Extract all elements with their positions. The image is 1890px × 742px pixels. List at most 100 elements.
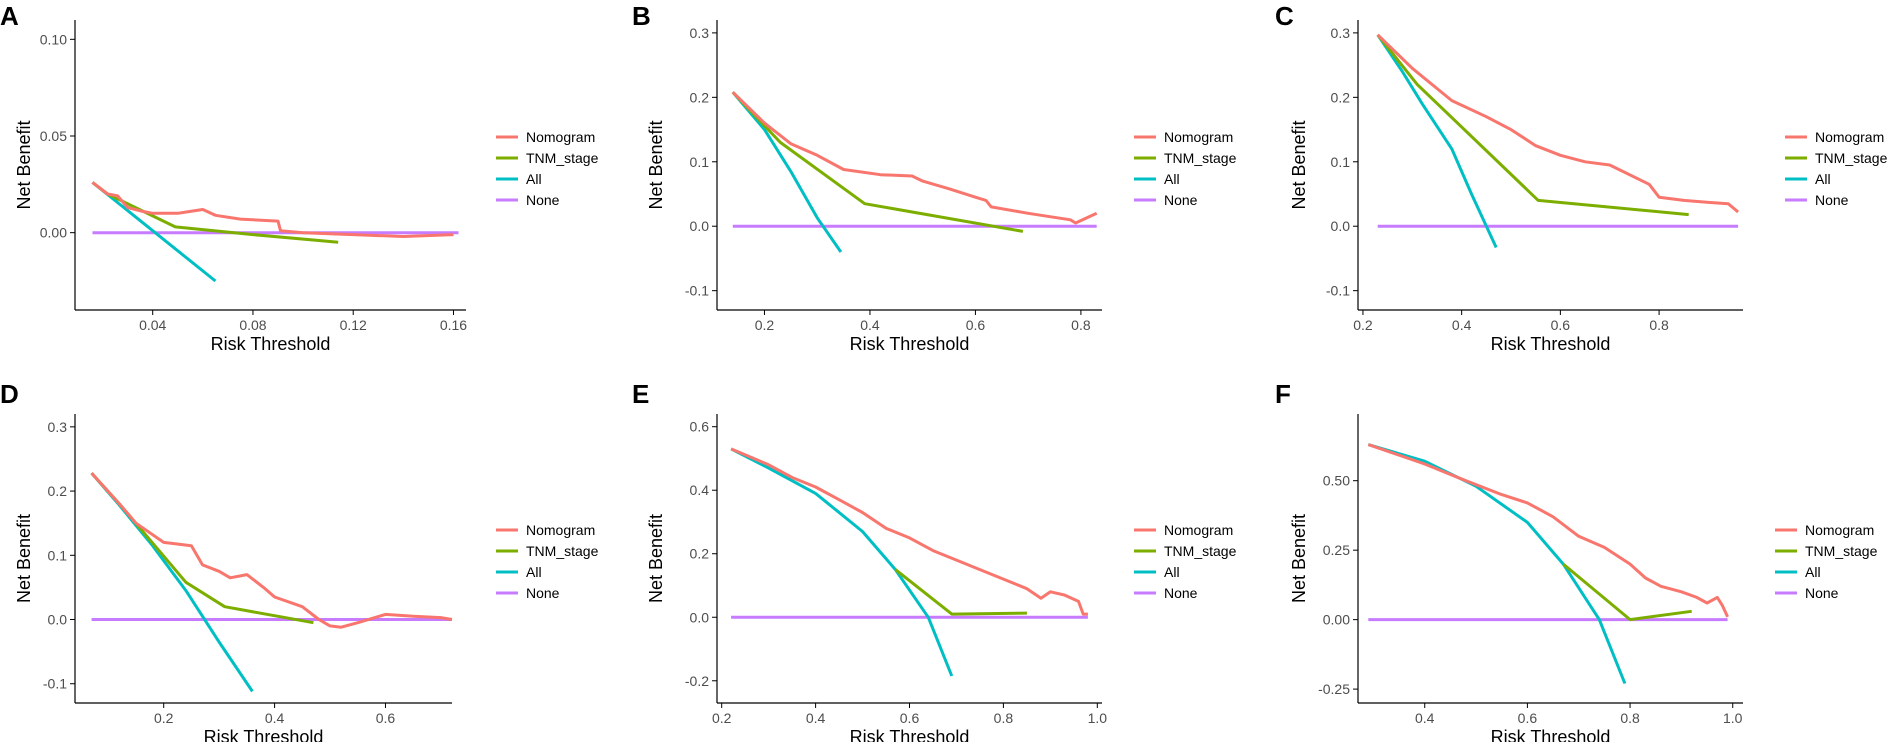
series-line-all xyxy=(91,181,217,283)
panel-c: C 0.2 0.4 0.6 0.8 -0.1 0.0 0.1 0.2 0.3 Risk Thresh… xyxy=(1275,1,1888,354)
y-tick-label: 0.0 xyxy=(1331,218,1351,234)
legend-label: Nomogram xyxy=(526,522,595,538)
y-tick-label: 0.3 xyxy=(1331,25,1351,41)
panel-b: B 0.2 0.4 0.6 0.8 -0.1 0.0 0.1 0.2 0.3 Risk Thresh… xyxy=(632,1,1237,354)
y-tick-label: 0.0 xyxy=(690,218,710,234)
x-axis-title: Risk Threshold xyxy=(204,727,324,742)
x-tick-label: 0.08 xyxy=(239,317,266,333)
legend-label: TNM_stage xyxy=(1815,150,1888,166)
x-tick-label: 0.4 xyxy=(860,317,880,333)
y-axis-title: Net Benefit xyxy=(14,120,34,209)
x-tick-label: 0.6 xyxy=(1551,317,1571,333)
legend-label: All xyxy=(1815,171,1831,187)
legend-label: Nomogram xyxy=(1815,129,1884,145)
y-tick-label: 0.0 xyxy=(48,612,68,628)
x-axis-title: Risk Threshold xyxy=(850,334,970,354)
x-tick-label: 0.8 xyxy=(994,710,1014,726)
x-tick-label: 0.8 xyxy=(1620,710,1640,726)
y-tick-label: -0.25 xyxy=(1318,681,1350,697)
x-tick-label: 0.4 xyxy=(806,710,826,726)
y-tick-label: 0.2 xyxy=(48,483,68,499)
x-tick-label: 0.04 xyxy=(139,317,166,333)
legend-label: Nomogram xyxy=(1805,522,1874,538)
x-tick-label: 0.16 xyxy=(440,317,467,333)
x-tick-label: 0.2 xyxy=(154,710,174,726)
panel-letter: A xyxy=(0,1,19,31)
series-line-all xyxy=(1376,33,1498,249)
legend-label: All xyxy=(1164,171,1180,187)
legend: Nomogram TNM_stage All None xyxy=(496,522,599,601)
x-axis-title: Risk Threshold xyxy=(1491,727,1611,742)
y-tick-label: 0.00 xyxy=(40,225,67,241)
panel-letter: C xyxy=(1275,1,1294,31)
y-tick-label: 0.2 xyxy=(690,546,710,562)
series-line-nomogram xyxy=(731,91,1098,225)
x-tick-label: 0.6 xyxy=(1518,710,1538,726)
x-tick-label: 0.4 xyxy=(1452,317,1472,333)
series-line-all xyxy=(90,472,254,693)
y-tick-label: 0.1 xyxy=(690,154,710,170)
y-tick-label: 0.6 xyxy=(690,419,710,435)
legend-label: TNM_stage xyxy=(526,543,599,559)
legend-label: All xyxy=(526,564,542,580)
legend-label: Nomogram xyxy=(1164,522,1233,538)
legend-label: None xyxy=(1164,192,1198,208)
legend-label: None xyxy=(526,585,560,601)
x-tick-label: 0.8 xyxy=(1071,317,1091,333)
y-tick-label: 0.50 xyxy=(1323,473,1350,489)
x-axis-title: Risk Threshold xyxy=(850,727,970,742)
x-tick-label: 0.12 xyxy=(340,317,367,333)
y-tick-label: 0.1 xyxy=(1331,154,1351,170)
y-axis-title: Net Benefit xyxy=(646,120,666,209)
legend: Nomogram TNM_stage All None xyxy=(1775,522,1878,601)
y-axis-title: Net Benefit xyxy=(14,514,34,603)
legend-label: TNM_stage xyxy=(1164,150,1237,166)
legend-label: None xyxy=(1164,585,1198,601)
legend-label: None xyxy=(1805,585,1839,601)
panel-d: D 0.2 0.4 0.6 -0.1 0.0 0.1 0.2 0.3 Risk Threshold… xyxy=(0,379,599,742)
y-tick-label: 0.2 xyxy=(690,89,710,105)
legend-label: TNM_stage xyxy=(1805,543,1878,559)
legend-label: All xyxy=(526,171,542,187)
x-tick-label: 0.2 xyxy=(755,317,775,333)
x-tick-label: 0.6 xyxy=(376,710,396,726)
series-line-tnm-stage xyxy=(731,91,1024,233)
y-tick-label: 0.10 xyxy=(40,31,67,47)
x-axis-title: Risk Threshold xyxy=(1491,334,1611,354)
y-tick-label: 0.3 xyxy=(690,25,710,41)
y-axis-title: Net Benefit xyxy=(1289,120,1309,209)
y-tick-label: 0.1 xyxy=(48,547,68,563)
legend-label: Nomogram xyxy=(1164,129,1233,145)
x-axis-title: Risk Threshold xyxy=(211,334,331,354)
x-tick-label: 1.0 xyxy=(1088,710,1108,726)
x-tick-label: 1.0 xyxy=(1723,710,1743,726)
y-tick-label: 0.00 xyxy=(1323,612,1350,628)
series-line-nomogram xyxy=(1367,443,1729,618)
y-tick-label: 0.0 xyxy=(690,609,710,625)
series-line-tnm-stage xyxy=(894,568,1027,616)
y-tick-label: 0.2 xyxy=(1331,89,1351,105)
y-tick-label: 0.4 xyxy=(690,482,710,498)
series-line-nomogram xyxy=(730,447,1088,616)
legend-label: TNM_stage xyxy=(526,150,599,166)
series-line-nomogram xyxy=(91,181,454,238)
x-tick-label: 0.6 xyxy=(966,317,986,333)
y-tick-label: -0.1 xyxy=(43,676,67,692)
x-tick-label: 0.2 xyxy=(1353,317,1373,333)
y-axis-title: Net Benefit xyxy=(1289,514,1309,603)
series-line-all xyxy=(731,91,843,253)
x-tick-label: 0.4 xyxy=(265,710,285,726)
series-line-all xyxy=(730,447,954,677)
legend-label: All xyxy=(1164,564,1180,580)
series-line-nomogram xyxy=(1376,33,1740,214)
series-line-tnm-stage xyxy=(1562,562,1692,622)
legend-label: All xyxy=(1805,564,1821,580)
y-tick-label: 0.05 xyxy=(40,128,67,144)
legend-label: TNM_stage xyxy=(1164,543,1237,559)
x-tick-label: 0.6 xyxy=(900,710,920,726)
panel-letter: D xyxy=(0,379,19,409)
y-axis-title: Net Benefit xyxy=(646,514,666,603)
panel-f: F 0.4 0.6 0.8 1.0 -0.25 0.00 0.25 0.50 Risk Thres… xyxy=(1275,379,1878,742)
